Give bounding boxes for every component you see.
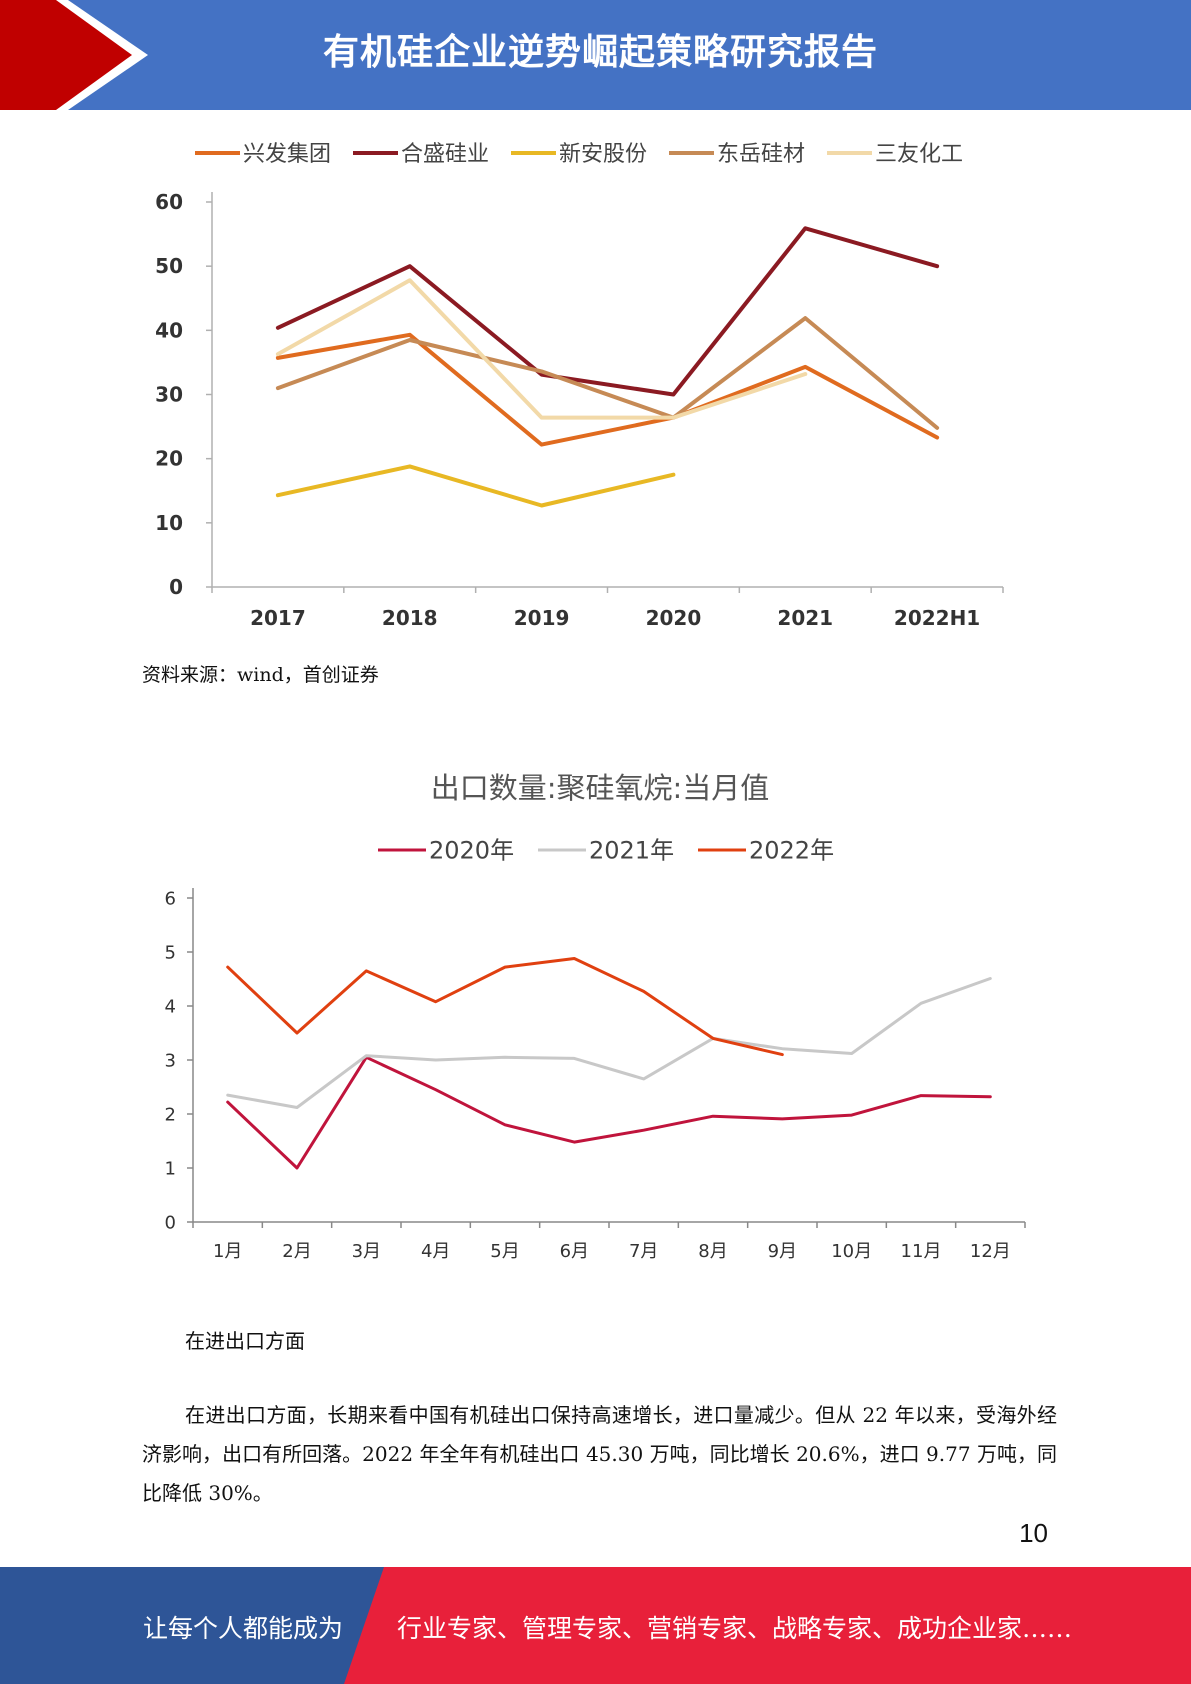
x-tick-label: 2019 (514, 606, 570, 630)
x-tick-label: 2018 (382, 606, 438, 630)
y-tick-label: 2 (165, 1104, 176, 1125)
chart-2: 出口数量:聚硅氧烷:当月值 2020年 2021年 2022年 0 1 2 3 4 5 6 1月 2月 3… (165, 771, 1026, 1262)
footer-slogan-left: 让每个人都能成为 (143, 1614, 344, 1643)
series-line (275, 464, 676, 508)
page-footer (0, 1567, 1191, 1684)
source-note: 资料来源：wind，首创证券 (142, 664, 379, 686)
page-header: 有机硅企业逆势崛起策略研究报告 (0, 0, 1191, 110)
x-tick-label: 5月 (490, 1241, 519, 1262)
legend-label: 三友化工 (875, 142, 963, 167)
y-tick-label: 6 (165, 888, 176, 909)
x-tick-label: 4月 (421, 1241, 450, 1262)
x-tick-label: 2020 (646, 606, 702, 630)
x-tick-label: 12月 (970, 1241, 1011, 1262)
y-tick-label: 5 (165, 942, 176, 963)
x-tick-label: 11月 (901, 1241, 942, 1262)
legend-label: 2020年 (429, 837, 514, 865)
series-line (226, 977, 992, 1109)
y-tick-label: 4 (165, 996, 176, 1017)
series-line (275, 278, 808, 420)
y-tick-label: 10 (155, 511, 183, 535)
chart-1: 兴发集团 合盛硅业 新安股份 东岳硅材 三友化工 0 10 20 30 40 50 60 2017 201… (155, 142, 1004, 630)
x-tick-label: 2月 (282, 1241, 311, 1262)
legend-label: 新安股份 (559, 142, 647, 167)
y-tick-label: 0 (165, 1212, 176, 1233)
x-tick-label: 8月 (698, 1241, 727, 1262)
chart-title: 出口数量:聚硅氧烷:当月值 (431, 771, 770, 805)
y-tick-label: 60 (155, 190, 183, 214)
header-arrow-icon (0, 0, 148, 110)
section-heading: 在进出口方面 (185, 1329, 305, 1353)
x-tick-label: 7月 (629, 1241, 658, 1262)
series-line (226, 1055, 992, 1170)
legend-label: 合盛硅业 (401, 142, 489, 167)
page-number: 10 (1019, 1518, 1048, 1548)
y-tick-label: 30 (155, 383, 183, 407)
y-tick-label: 0 (169, 575, 183, 599)
y-tick-label: 3 (165, 1050, 176, 1071)
body-paragraph: 在进出口方面，长期来看中国有机硅出口保持高速增长，进口量减少。但从 22 年以来… (142, 1403, 1057, 1505)
legend-label: 东岳硅材 (717, 142, 805, 167)
x-tick-label: 2021 (777, 606, 833, 630)
legend-label: 兴发集团 (243, 142, 331, 167)
y-tick-label: 20 (155, 447, 183, 471)
series-line (226, 957, 784, 1057)
x-tick-label: 3月 (352, 1241, 381, 1262)
report-title: 有机硅企业逆势崛起策略研究报告 (322, 32, 878, 73)
x-tick-label: 10月 (831, 1241, 872, 1262)
x-tick-label: 6月 (560, 1241, 589, 1262)
x-tick-label: 2017 (250, 606, 306, 630)
legend-label: 2022年 (749, 837, 834, 865)
x-tick-label: 2022H1 (894, 606, 980, 630)
x-tick-label: 9月 (768, 1241, 797, 1262)
series-line (275, 226, 940, 397)
legend-label: 2021年 (589, 837, 674, 865)
y-tick-label: 50 (155, 254, 183, 278)
x-tick-label: 1月 (213, 1241, 242, 1262)
footer-slogan-right: 行业专家、管理专家、营销专家、战略专家、成功企业家…… (397, 1614, 1073, 1643)
y-tick-label: 1 (165, 1158, 176, 1179)
series-line (275, 316, 940, 430)
series-line (275, 332, 940, 447)
y-tick-label: 40 (155, 318, 183, 342)
